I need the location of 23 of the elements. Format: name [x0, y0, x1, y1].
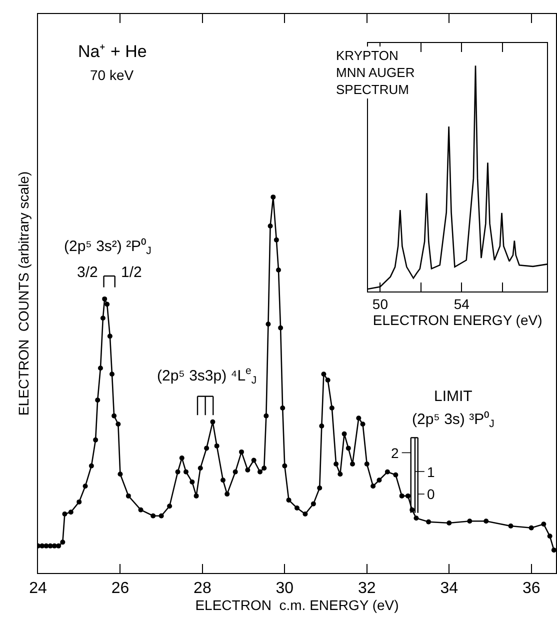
annotation: 1/2	[121, 264, 142, 281]
y-axis-title: ELECTRON COUNTS (arbitrary scale)	[16, 171, 32, 416]
x-tick-label: 24	[29, 580, 47, 598]
x-tick-label: 30	[276, 580, 294, 598]
text: 70 keV	[90, 67, 134, 83]
x-tick-label: 32	[358, 580, 376, 598]
x-tick-label: 26	[111, 580, 130, 598]
x-tick-label: 34	[440, 580, 458, 598]
x-axis-title: ELECTRON c.m. ENERGY (eV)	[195, 597, 399, 614]
annotation: 1	[427, 464, 435, 480]
x-tick-label: 50	[372, 296, 388, 312]
x-tick-label: 28	[194, 580, 212, 598]
x-tick-label: 54	[454, 296, 470, 312]
x-tick-label: 36	[522, 580, 540, 598]
text: Na⁺ + He	[78, 42, 147, 61]
annotation: (2p⁵ 3s²) ²P⁰$_{J}$	[64, 238, 152, 258]
annotation: (2p⁵ 3s) ³P⁰$_{J}$	[412, 411, 494, 430]
chart-title: KRYPTON MNN AUGER SPECTRUM	[336, 48, 415, 97]
annotation: 2	[391, 445, 399, 461]
annotation: 0	[427, 486, 435, 502]
annotation: 3/2	[77, 264, 98, 281]
annotation: LIMIT	[434, 388, 472, 405]
x-axis-title: ELECTRON ENERGY (eV)	[372, 312, 542, 328]
